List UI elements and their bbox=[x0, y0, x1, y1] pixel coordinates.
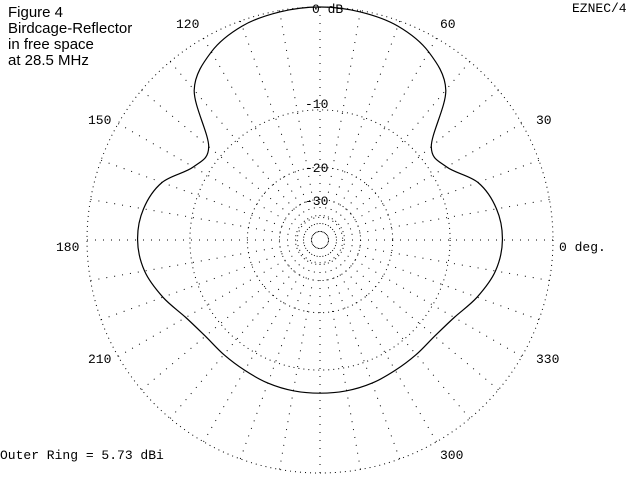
grid-spoke-30 bbox=[326, 123, 523, 237]
grid-ring-3 bbox=[278, 198, 362, 282]
grid-spoke-170 bbox=[90, 199, 313, 240]
radiation-pattern-trace bbox=[136, 6, 504, 394]
caption-environment: in free space bbox=[8, 36, 94, 53]
grid-spoke-310 bbox=[324, 245, 471, 419]
grid-spoke-10 bbox=[327, 199, 550, 240]
grid-spoke-70 bbox=[322, 20, 401, 233]
grid-spoke-260 bbox=[279, 247, 320, 470]
grid-spoke-340 bbox=[327, 242, 540, 321]
grid-spoke-250 bbox=[239, 247, 318, 460]
ring-labels: 0 dB -10 -20 -30 bbox=[305, 2, 343, 209]
grid-spoke-100 bbox=[279, 10, 320, 233]
angle-label-60: 60 bbox=[440, 17, 456, 32]
angle-label-120: 120 bbox=[176, 17, 199, 32]
grid-spoke-160 bbox=[100, 159, 313, 238]
grid-ring-4 bbox=[296, 216, 344, 264]
caption-figure-number: Figure 4 bbox=[8, 4, 64, 21]
grid-rings bbox=[86, 6, 554, 474]
grid-spoke-350 bbox=[327, 240, 550, 281]
pattern-layer bbox=[136, 6, 504, 394]
outer-ring-note: Outer Ring = 5.73 dBi bbox=[0, 448, 164, 463]
grid-spoke-20 bbox=[327, 159, 540, 238]
grid-spoke-200 bbox=[100, 242, 313, 321]
grid-ring-2 bbox=[246, 166, 394, 314]
angle-label-30: 30 bbox=[536, 113, 552, 128]
grid-spoke-210 bbox=[117, 243, 314, 357]
caption-frequency: at 28.5 MHz bbox=[8, 52, 89, 69]
angle-labels: 0 deg. 30 60 120 150 180 210 300 330 bbox=[56, 17, 606, 463]
grid-ring-1 bbox=[189, 109, 451, 371]
grid-spoke-110 bbox=[239, 20, 318, 233]
grid-spoke-80 bbox=[320, 10, 361, 233]
angle-label-330: 330 bbox=[536, 352, 559, 367]
grid-spoke-130 bbox=[169, 61, 316, 235]
ring-label-0db: 0 dB bbox=[312, 2, 343, 17]
grid-spoke-120 bbox=[203, 37, 317, 234]
grid-spoke-190 bbox=[90, 240, 313, 281]
figure-caption: Figure 4 Birdcage-Reflector in free spac… bbox=[8, 5, 132, 69]
grid-spoke-60 bbox=[323, 37, 437, 234]
angle-label-0: 0 deg. bbox=[559, 240, 606, 255]
grid-spoke-240 bbox=[203, 246, 317, 443]
ring-label-minus30: -30 bbox=[305, 194, 328, 209]
grid-spokes bbox=[87, 7, 553, 473]
grid-spoke-300 bbox=[323, 246, 437, 443]
grid-spoke-40 bbox=[325, 89, 499, 236]
caption-antenna-name: Birdcage-Reflector bbox=[8, 20, 133, 37]
grid-spoke-220 bbox=[141, 244, 315, 391]
grid-spoke-290 bbox=[322, 247, 401, 460]
grid-spoke-150 bbox=[117, 123, 314, 237]
grid-spoke-330 bbox=[326, 243, 523, 357]
angle-label-300: 300 bbox=[440, 448, 463, 463]
grid-spoke-140 bbox=[141, 89, 315, 236]
ring-label-minus20: -20 bbox=[305, 161, 328, 176]
ring-label-minus10: -10 bbox=[305, 97, 328, 112]
grid-spoke-280 bbox=[320, 247, 361, 470]
angle-label-180: 180 bbox=[56, 240, 79, 255]
grid-spoke-50 bbox=[324, 61, 471, 235]
grid-ring-0 bbox=[86, 6, 554, 474]
angle-label-210: 210 bbox=[88, 352, 111, 367]
angle-label-150: 150 bbox=[88, 113, 111, 128]
grid-spoke-320 bbox=[325, 244, 499, 391]
grid-spoke-230 bbox=[169, 245, 316, 419]
software-brand: EZNEC/4 bbox=[572, 1, 627, 16]
